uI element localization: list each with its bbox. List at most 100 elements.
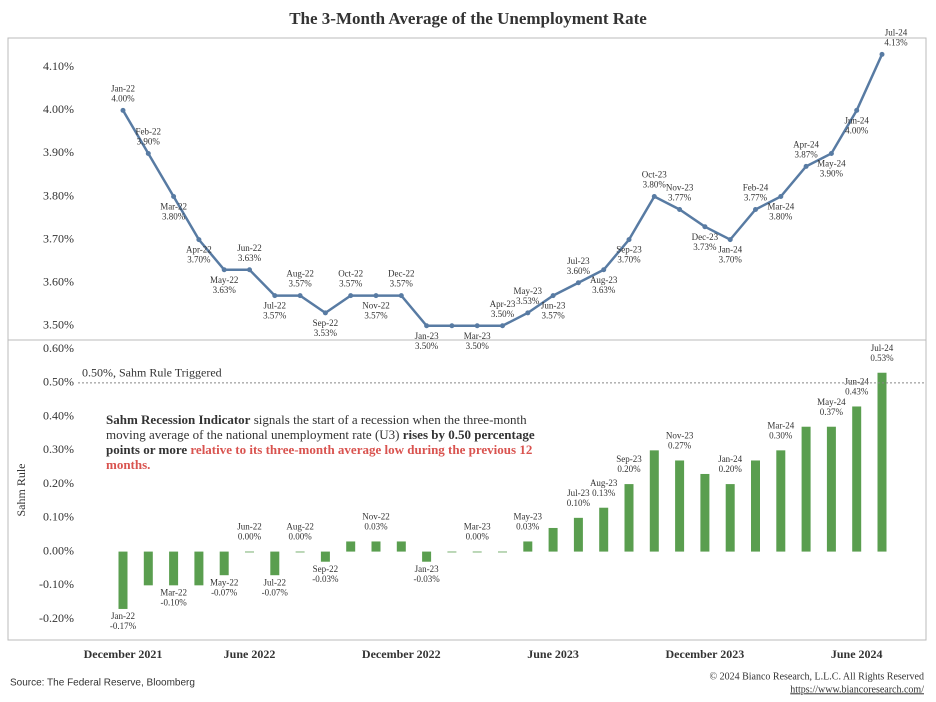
point [828, 150, 834, 156]
bar [776, 450, 786, 552]
bar-name: Nov-22 [362, 512, 390, 522]
y-tick-label: 0.10% [43, 510, 74, 524]
y-tick-label: 0.50% [43, 375, 74, 389]
bar-name: Jan-24 [718, 454, 742, 464]
point-label: 3.63% [592, 285, 616, 295]
threshold-label: 0.50%, Sahm Rule Triggered [82, 366, 222, 380]
point [803, 163, 809, 169]
bar-label: 0.13% [592, 488, 616, 498]
point-name: Jan-23 [415, 331, 439, 341]
point-name: Dec-22 [388, 269, 415, 279]
bar-label: 0.03% [516, 522, 540, 532]
bar-label: 0.20% [719, 464, 743, 474]
point [322, 310, 328, 316]
point-label: 3.57% [364, 311, 388, 321]
y-tick-label: 4.00% [43, 102, 74, 116]
bar-name: Mar-23 [464, 522, 491, 532]
x-tick-label: December 2022 [362, 647, 441, 661]
bar-name: Mar-22 [160, 587, 187, 597]
point-name: Jun-22 [237, 243, 262, 253]
x-tick-label: June 2023 [527, 647, 579, 661]
point-label: 3.80% [643, 180, 667, 190]
bar-label: 0.00% [238, 532, 262, 542]
point [247, 267, 252, 273]
point-name: Mar-22 [160, 202, 187, 212]
bar [599, 507, 609, 552]
point-label: 3.57% [288, 279, 312, 289]
bar-name: Jul-23 [567, 488, 590, 498]
bar-label: -0.07% [211, 587, 238, 597]
point-label: 3.73% [693, 242, 717, 252]
copyright: © 2024 Bianco Research, L.L.C. All Right… [709, 671, 924, 682]
point-label: 3.50% [466, 341, 490, 351]
point [525, 310, 531, 316]
y-tick-label: 3.90% [43, 145, 74, 159]
y-tick-label: -0.20% [39, 611, 74, 625]
x-tick-label: December 2023 [666, 647, 745, 661]
point-name: Oct-23 [642, 170, 667, 180]
bar [624, 484, 634, 552]
y-tick-label: 0.20% [43, 476, 74, 490]
point [449, 323, 455, 329]
point-label: 3.80% [769, 212, 793, 222]
bar [826, 426, 836, 552]
bar-name: Jan-22 [111, 611, 135, 621]
bar-label: 0.00% [288, 532, 312, 542]
bar-name: Jun-24 [844, 377, 869, 387]
point-name: Apr-22 [186, 245, 212, 255]
bar [118, 551, 128, 609]
bar-name: May-23 [514, 512, 543, 522]
point-label: 3.53% [314, 328, 338, 338]
point-label: 3.70% [617, 255, 641, 265]
annotation-run: rises by 0.50 percentage [403, 427, 535, 442]
point-name: Jun-23 [541, 301, 566, 311]
y-axis-label: Sahm Rule [14, 464, 28, 517]
point-label: 3.77% [744, 193, 768, 203]
y-tick-label: 0.60% [43, 341, 74, 355]
bar-label: -0.03% [312, 574, 339, 584]
point-label: 3.50% [491, 309, 515, 319]
annotation-run: points or more [106, 442, 190, 457]
bar-name: Sep-22 [313, 564, 339, 574]
bar [523, 541, 533, 552]
bar [295, 551, 305, 553]
point-name: Jul-24 [885, 27, 908, 37]
bar [700, 473, 710, 552]
point-name: Nov-23 [666, 183, 694, 193]
bar [498, 551, 507, 553]
point [727, 237, 733, 243]
point-name: Sep-23 [616, 245, 642, 255]
point-label: 4.00% [845, 125, 869, 135]
bar [396, 541, 406, 552]
bar [472, 551, 482, 553]
bar [725, 484, 735, 552]
annotation-run: Sahm Recession Indicator [106, 412, 251, 427]
x-tick-label: June 2022 [224, 647, 276, 661]
y-tick-label: -0.10% [39, 577, 74, 591]
point-name: Oct-22 [338, 269, 363, 279]
bar-name: Mar-24 [767, 420, 794, 430]
point-label: 3.70% [187, 255, 211, 265]
bar-name: Aug-22 [286, 522, 314, 532]
point-name: Jan-24 [718, 245, 742, 255]
bar-label: 0.00% [466, 532, 490, 542]
annotation-run: moving average of the national unemploym… [106, 427, 403, 442]
point [272, 293, 278, 299]
annotation: points or more relative to its three-mon… [106, 442, 532, 457]
point [879, 51, 885, 57]
point [500, 323, 505, 329]
point-label: 3.53% [516, 296, 540, 306]
chart-title: The 3-Month Average of the Unemployment … [289, 9, 647, 28]
bar-label: -0.07% [262, 587, 289, 597]
point [702, 224, 708, 230]
point [550, 293, 556, 299]
bar [371, 541, 381, 552]
point-name: Aug-22 [286, 269, 314, 279]
point-label: 3.80% [162, 212, 186, 222]
bar [194, 551, 204, 586]
point-name: Apr-23 [490, 299, 516, 309]
point-label: 4.00% [111, 93, 135, 103]
url[interactable]: https://www.biancoresearch.com/ [790, 684, 924, 695]
point [221, 267, 227, 273]
point [651, 194, 657, 200]
